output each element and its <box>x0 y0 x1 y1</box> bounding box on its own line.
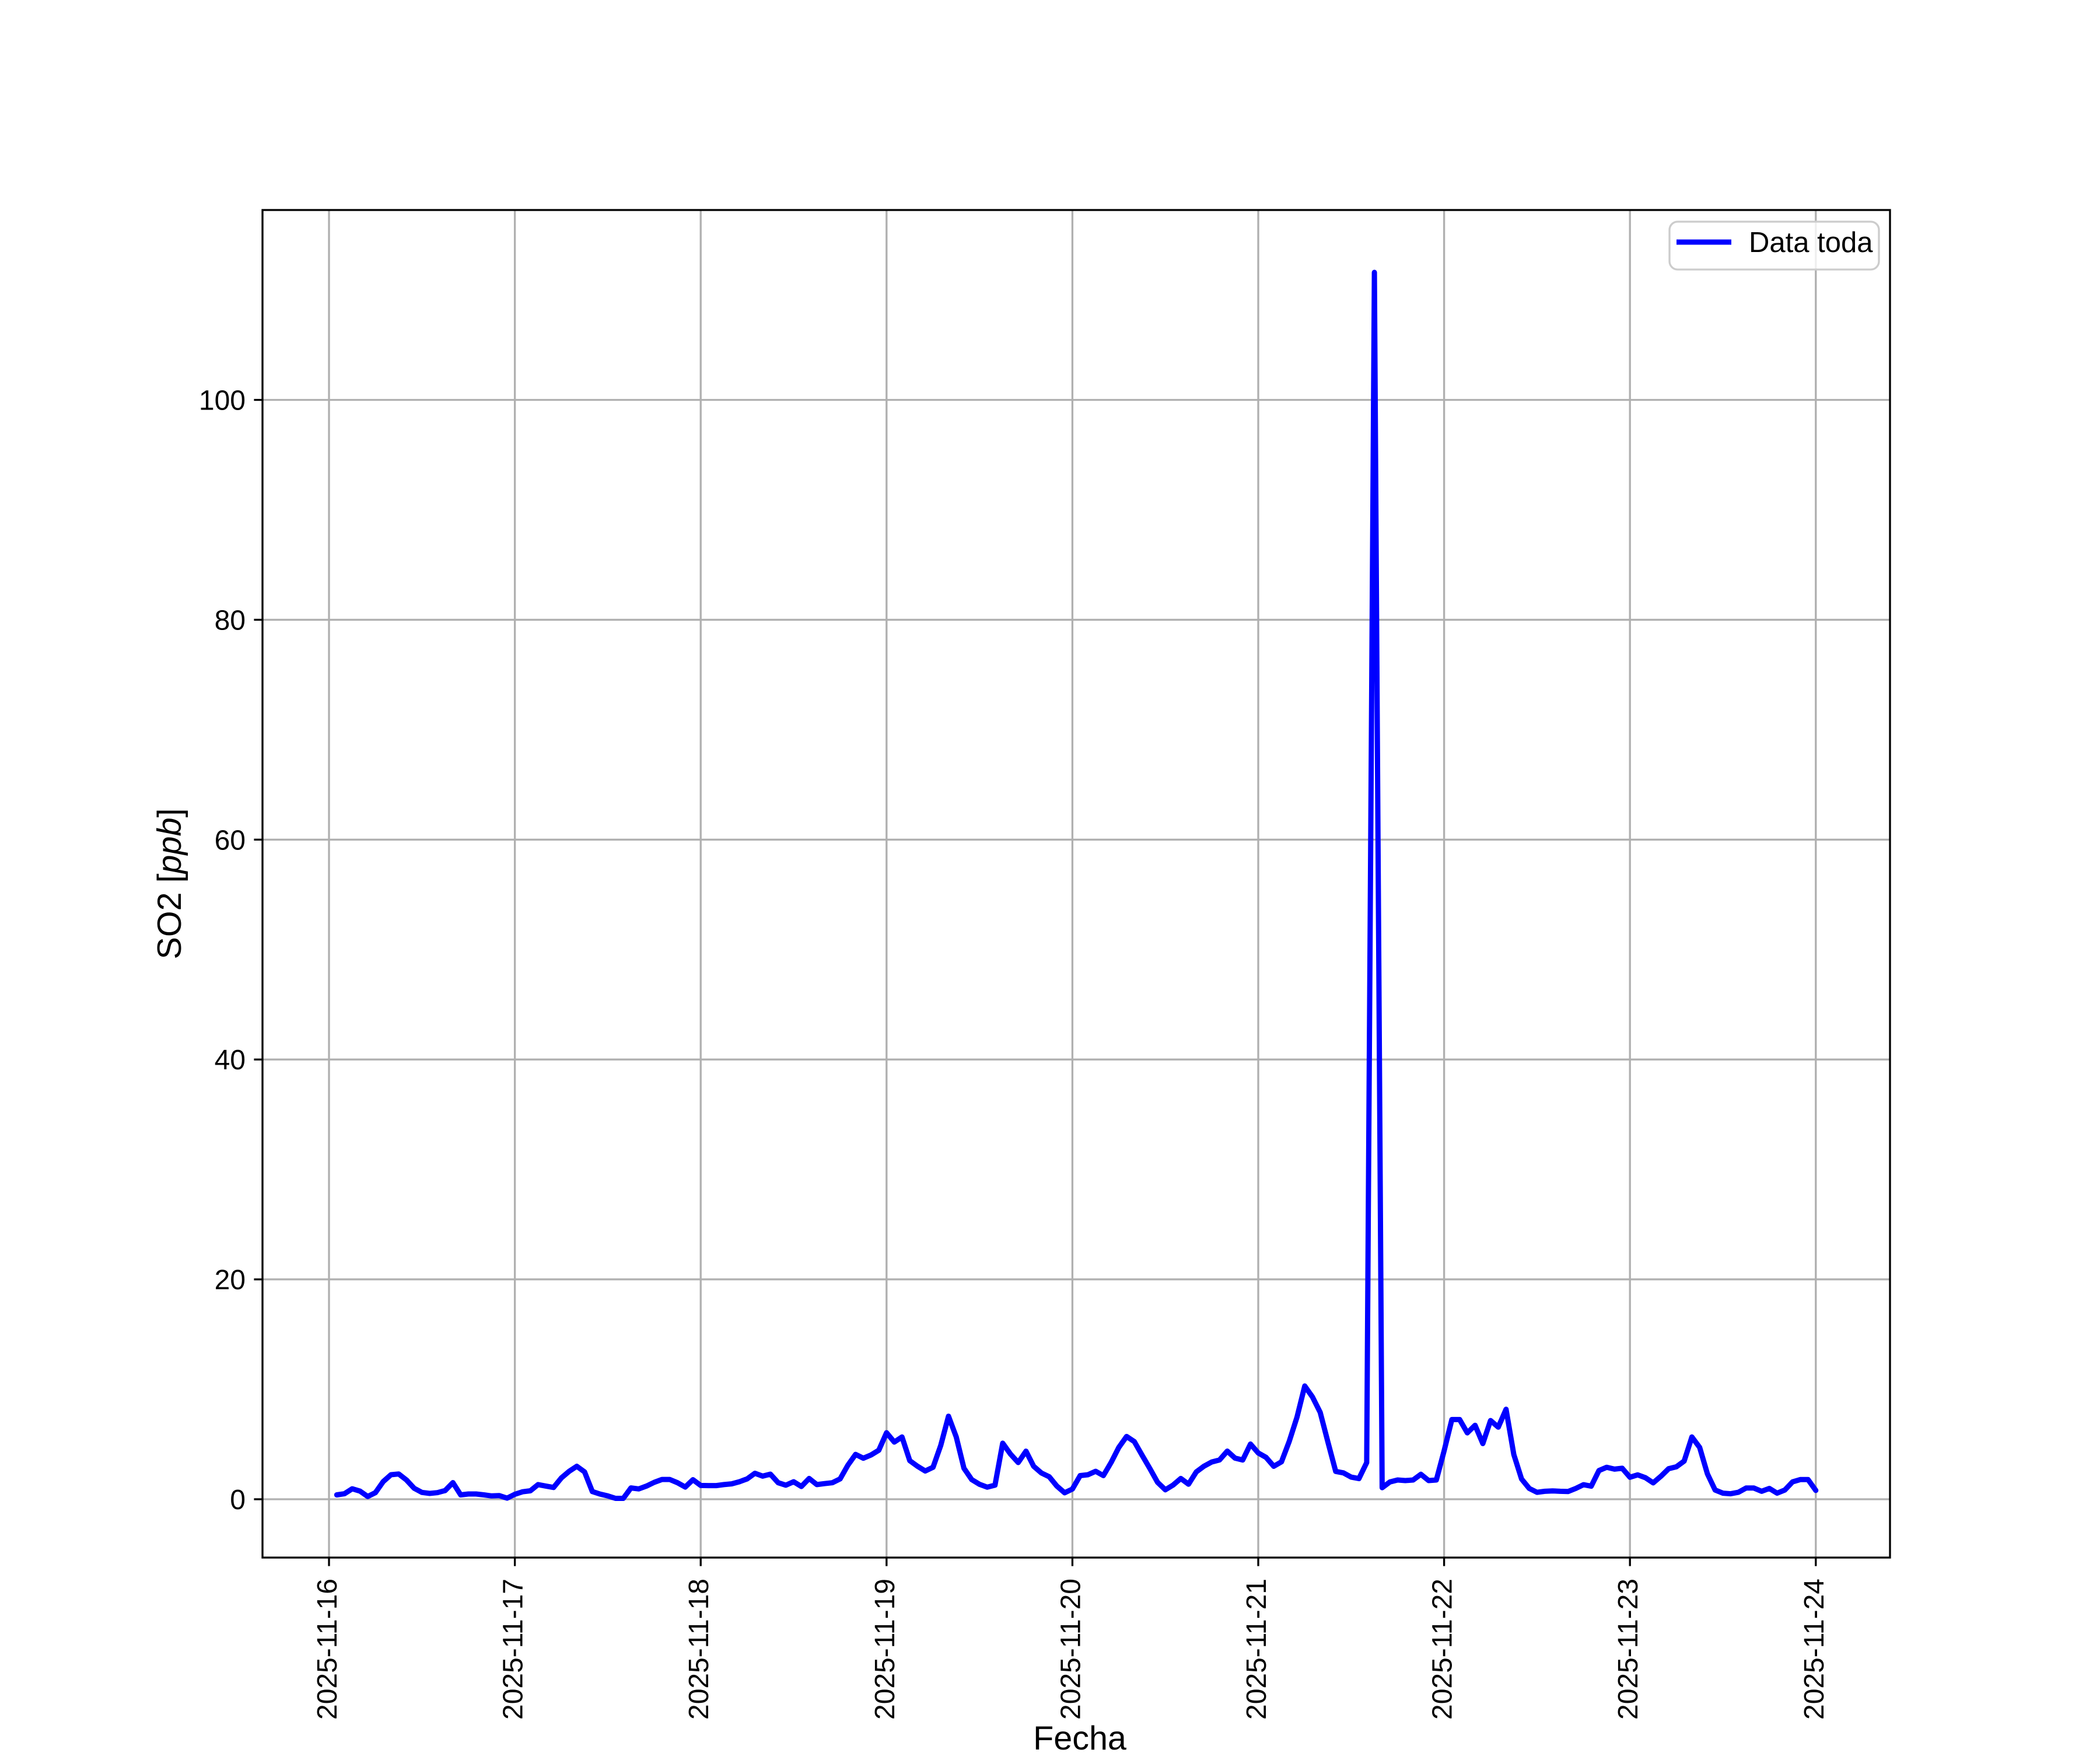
svg-text:2025-11-20: 2025-11-20 <box>1055 1579 1086 1720</box>
svg-text:100: 100 <box>199 386 246 417</box>
svg-text:2025-11-16: 2025-11-16 <box>312 1579 343 1720</box>
svg-text:60: 60 <box>215 825 246 856</box>
svg-text:2025-11-24: 2025-11-24 <box>1799 1579 1830 1720</box>
svg-text:SO2 [ppb]: SO2 [ppb] <box>151 809 188 960</box>
svg-text:2025-11-18: 2025-11-18 <box>684 1579 715 1720</box>
svg-text:2025-11-22: 2025-11-22 <box>1427 1579 1458 1720</box>
svg-text:Fecha: Fecha <box>1033 1720 1126 1750</box>
svg-text:2025-11-21: 2025-11-21 <box>1241 1579 1272 1720</box>
svg-text:40: 40 <box>215 1045 246 1076</box>
svg-text:80: 80 <box>215 605 246 636</box>
svg-text:Data toda: Data toda <box>1749 227 1873 258</box>
svg-text:0: 0 <box>230 1485 246 1516</box>
svg-text:2025-11-19: 2025-11-19 <box>870 1579 901 1720</box>
svg-text:20: 20 <box>215 1265 246 1296</box>
svg-text:2025-11-23: 2025-11-23 <box>1613 1579 1644 1720</box>
svg-text:2025-11-17: 2025-11-17 <box>498 1579 529 1720</box>
